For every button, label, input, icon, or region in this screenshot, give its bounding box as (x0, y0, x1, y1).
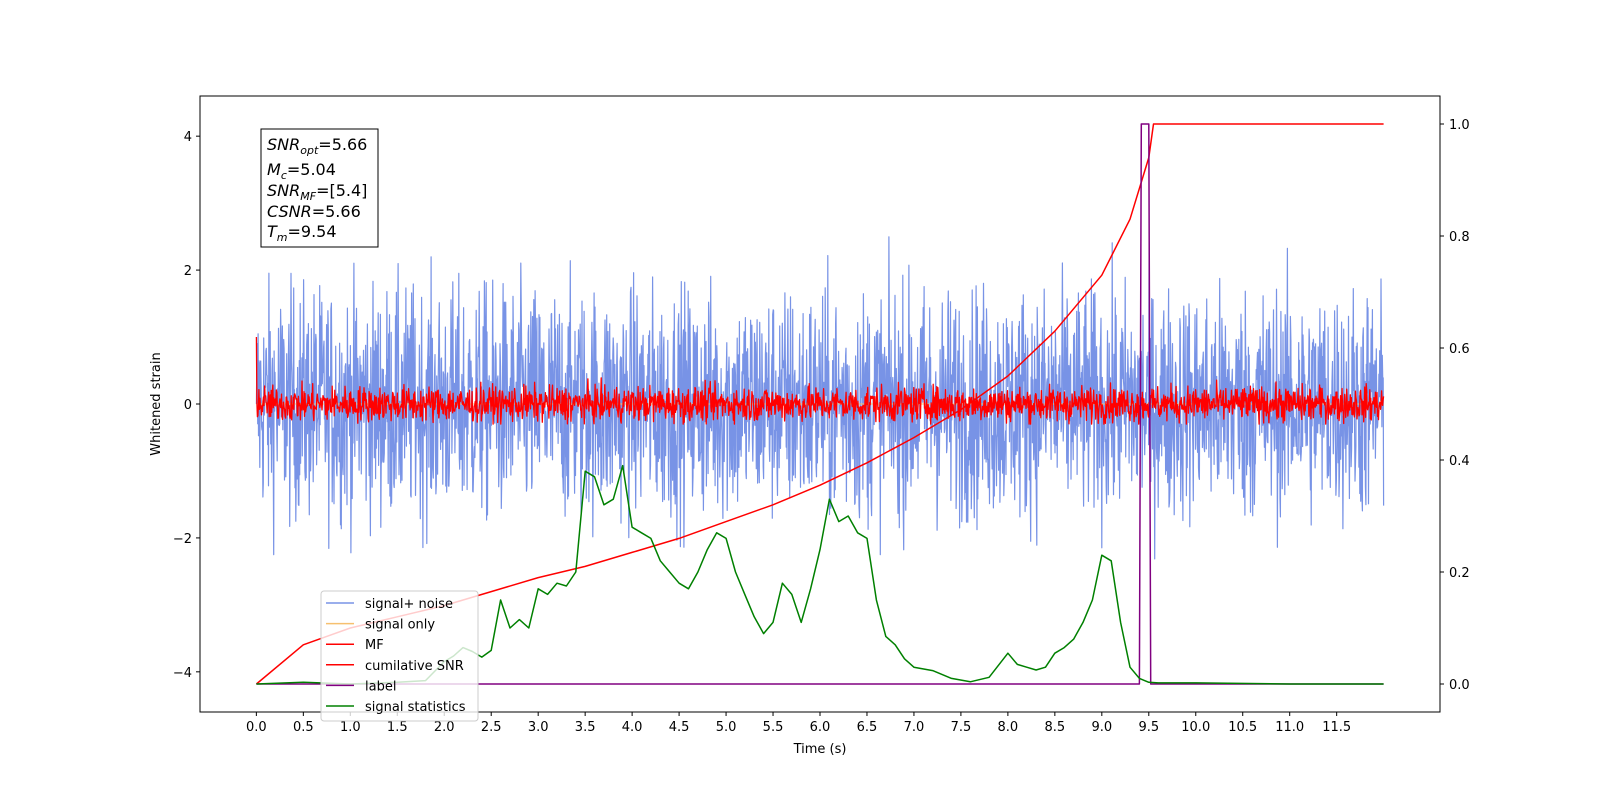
x-tick-label: 8.0 (998, 720, 1019, 735)
x-tick-label: 2.5 (481, 720, 502, 735)
legend-label-signal-statistics: signal statistics (365, 700, 466, 715)
y-tick-label: −4 (173, 666, 192, 681)
x-tick-label: 3.0 (528, 720, 549, 735)
x-tick-label: 10.0 (1181, 720, 1210, 735)
series-signal-noise (255, 236, 1385, 560)
y2-tick-label: 0.0 (1449, 678, 1470, 693)
x-tick-label: 6.0 (810, 720, 831, 735)
info-box-frame (260, 128, 379, 248)
y-axis-label: Whitened strain (149, 352, 164, 455)
y-axis-left: −4 −2 0 2 4 (173, 130, 200, 681)
y-tick-label: 4 (184, 130, 192, 145)
x-tick-label: 11.0 (1275, 720, 1304, 735)
x-tick-label: 9.0 (1091, 720, 1112, 735)
info-snr-mf: SNRMF=[5.4] (267, 181, 367, 203)
legend-frame (320, 590, 479, 722)
y-tick-label: 0 (184, 398, 192, 413)
info-box: SNRopt=5.66 Mc=5.04 SNRMF=[5.4] CSNR=5.6… (260, 128, 379, 248)
x-tick-label: 7.0 (904, 720, 925, 735)
y2-tick-label: 0.2 (1449, 566, 1470, 581)
y2-tick-label: 1.0 (1449, 118, 1470, 133)
x-tick-label: 3.5 (575, 720, 596, 735)
x-axis-label: Time (s) (793, 742, 847, 757)
legend: signal+ noise signal only MF cumilative SNR… (320, 590, 479, 722)
x-tick-label: 4.0 (622, 720, 643, 735)
x-tick-label: 11.5 (1322, 720, 1351, 735)
legend-label-cumilative-snr: cumilative SNR (365, 659, 464, 674)
info-tm: Tm=9.54 (267, 222, 337, 244)
legend-label-label: label (365, 679, 396, 694)
x-tick-label: 1.5 (387, 720, 408, 735)
series-mf (255, 336, 1385, 425)
x-tick-label: 5.0 (716, 720, 737, 735)
x-tick-label: 4.5 (669, 720, 690, 735)
x-tick-label: 2.0 (434, 720, 455, 735)
x-tick-label: 7.5 (951, 720, 972, 735)
y-tick-label: −2 (173, 532, 192, 547)
y-axis-right: 0.0 0.2 0.4 0.6 0.8 1.0 (1440, 118, 1470, 693)
y2-tick-label: 0.6 (1449, 342, 1470, 357)
x-tick-label: 1.0 (340, 720, 361, 735)
info-csnr: CSNR=5.66 (267, 202, 361, 221)
x-tick-label: 5.5 (763, 720, 784, 735)
x-tick-label: 8.5 (1045, 720, 1066, 735)
y2-tick-label: 0.4 (1449, 454, 1470, 469)
x-tick-label: 10.5 (1228, 720, 1257, 735)
info-mc: Mc=5.04 (267, 160, 336, 182)
x-tick-label: 0.0 (246, 720, 267, 735)
legend-label-signal-only: signal only (365, 618, 435, 633)
info-snr-opt: SNRopt=5.66 (267, 135, 367, 157)
x-axis: 0.0 0.5 1.0 1.5 2.0 2.5 3.0 3.5 4.0 4.5 5.0 5.5 6.0 6… (246, 712, 1351, 735)
legend-label-mf: MF (365, 638, 384, 653)
y2-tick-label: 0.8 (1449, 230, 1470, 245)
x-tick-label: 9.5 (1138, 720, 1159, 735)
series-label (256, 123, 1384, 685)
x-tick-label: 0.5 (293, 720, 314, 735)
series-signal-statistics (256, 464, 1384, 685)
x-tick-label: 6.5 (857, 720, 878, 735)
y-tick-label: 2 (184, 264, 192, 279)
legend-label-signal-noise: signal+ noise (365, 597, 453, 612)
